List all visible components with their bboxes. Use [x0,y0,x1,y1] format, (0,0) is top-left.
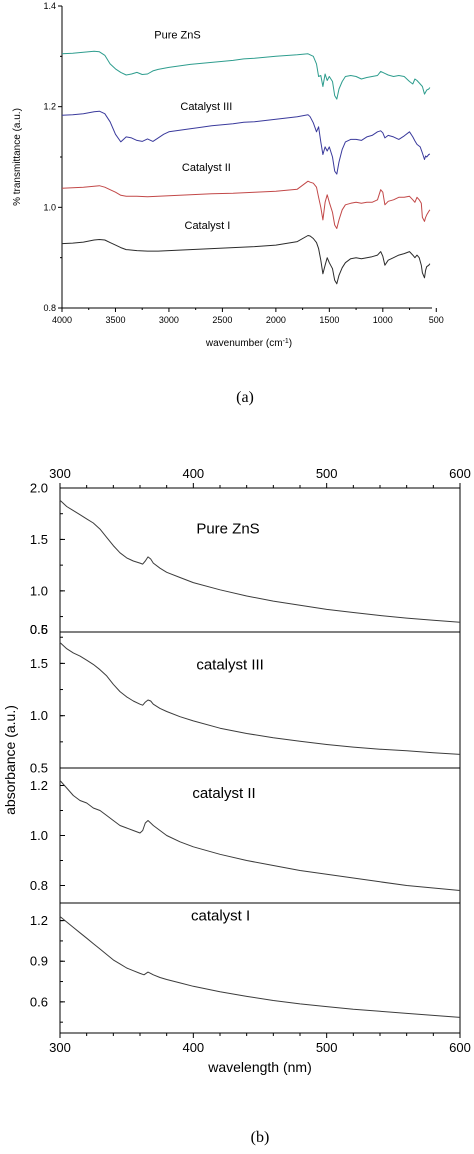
x-tick-label: 1500 [319,315,339,325]
top-x-tick-label: 300 [49,466,71,481]
y-tick-label: 1.0 [43,202,56,212]
y-axis-label: absorbance (a.u.) [2,705,18,815]
y-tick-label: 1.5 [30,532,48,547]
x-tick-label: 3500 [105,315,125,325]
panel-0: 2.0 1.5 1.0 0.6 Pure ZnS [30,481,461,637]
panel-label-1: catalyst III [196,657,264,674]
y-tick-label: 1.2 [30,778,48,793]
series-label-3: Catalyst I [185,220,231,232]
chart-b-uv-vis: 300 400 500 600 300 400 500 600 wavelength (nm) a… [2,466,471,1075]
x-tick-label: 1000 [373,315,393,325]
x-tick-label: 400 [182,1040,204,1055]
panel-label-0: Pure ZnS [196,520,259,537]
series-line-0 [61,50,431,100]
series-line-2 [61,180,431,229]
x-axis-label: wavelength (nm) [207,1059,312,1075]
x-tick-label: 300 [49,1040,71,1055]
y-tick-label: 1.0 [30,708,48,723]
y-tick-label: 0.8 [30,878,48,893]
chart-a-ftir: 0.8 1.0 1.2 1.4 4000 3500 3000 2500 2000 1500 1000… [12,1,444,349]
x-axis-label-sup: -1 [283,338,289,345]
y-tick-label: 0.5 [30,761,48,776]
y-tick-label-edge: 0.5 [30,622,48,637]
y-axis-label: % transmittance (a.u.) [12,108,23,206]
series-line-2 [59,780,461,891]
top-x-tick-label: 500 [316,466,338,481]
top-x-tick-label: 600 [449,466,471,481]
panel-label-3: catalyst I [191,908,250,925]
x-tick-label: 600 [449,1040,471,1055]
series-line-1 [61,110,431,175]
y-tick-label: 2.0 [30,481,48,496]
x-axis-label: wavenumber (cm-1) [205,338,292,350]
panel-label-2: catalyst II [192,785,255,802]
panel-3: 1.2 0.9 0.6 catalyst I [30,902,461,1023]
y-tick-label: 1.2 [43,102,56,112]
y-tick-label: 0.6 [30,994,48,1009]
series-line-1 [59,642,461,755]
series-line-0 [59,499,461,623]
x-tick-label: 500 [316,1040,338,1055]
y-tick-label: 1.5 [30,656,48,671]
series-label-1: Catalyst III [180,101,232,113]
y-tick-label: 0.9 [30,954,48,969]
y-tick-label: 1.4 [43,1,56,11]
series-line-3 [61,235,431,285]
top-x-tick-label: 400 [182,466,204,481]
plot-frame [59,487,461,1034]
x-tick-label: 3000 [159,315,179,325]
panel-2: 1.2 1.0 0.8 catalyst II [30,767,461,893]
series-line-3 [59,916,461,1018]
x-tick-label: 4000 [52,315,72,325]
caption-a: (a) [236,389,254,406]
y-tick-label: 0.8 [43,303,56,313]
x-tick-label: 2500 [212,315,232,325]
series-label-2: Catalyst II [182,162,231,174]
x-axis-label-main: wavenumber (cm [205,338,283,349]
y-tick-label-edge: 0.6 [30,622,48,637]
caption-b: (b) [251,1129,270,1146]
y-tick-label: 1.0 [30,583,48,598]
panel-1: 1.5 1.0 0.5 0.5 catalyst III [30,622,461,776]
y-tick-label: 1.2 [30,913,48,928]
series-label-0: Pure ZnS [154,30,200,42]
y-tick-label: 1.0 [30,828,48,843]
x-axis-label-tail: ) [289,338,292,349]
x-tick-label: 500 [429,315,444,325]
x-tick-label: 2000 [266,315,286,325]
